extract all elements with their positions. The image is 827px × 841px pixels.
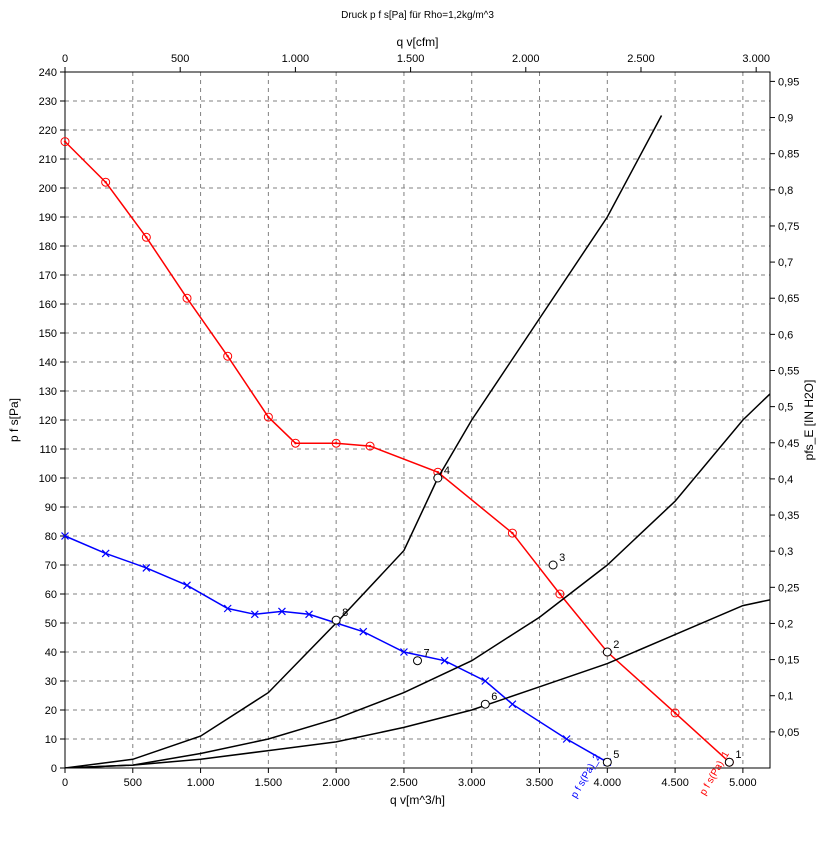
y-left-tick: 150 [39, 328, 57, 340]
y-left-tick: 120 [39, 415, 57, 427]
y-right-tick: 0,15 [778, 655, 799, 667]
x-top-tick: 3.000 [742, 53, 770, 65]
x-bottom-tick: 500 [124, 777, 142, 789]
x-bottom-tick: 5.000 [729, 777, 757, 789]
marker-dot [267, 416, 269, 418]
y-left-tick: 80 [45, 531, 57, 543]
y-left-tick: 230 [39, 96, 57, 108]
y-right-tick: 0,65 [778, 293, 799, 305]
marker-dot [335, 442, 337, 444]
marker-dot [104, 181, 106, 183]
y-left-tick: 160 [39, 299, 57, 311]
marker-dot [64, 140, 66, 142]
x-bottom-tick: 3.000 [458, 777, 486, 789]
x-bottom-tick: 1.000 [187, 777, 215, 789]
marker-dot [511, 532, 513, 534]
marker-dot [186, 297, 188, 299]
y-right-tick: 0,75 [778, 221, 799, 233]
y-left-tick: 70 [45, 560, 57, 572]
x-bottom-tick: 4.500 [661, 777, 689, 789]
y-left-tick: 200 [39, 183, 57, 195]
y-left-tick: 210 [39, 154, 57, 166]
y-left-tick: 130 [39, 386, 57, 398]
y-right-tick: 0,35 [778, 510, 799, 522]
y-right-tick: 0,95 [778, 76, 799, 88]
marker-dot [369, 445, 371, 447]
y-right-tick: 0,8 [778, 185, 793, 197]
x-top-tick: 2.000 [512, 53, 540, 65]
y-left-tick: 50 [45, 618, 57, 630]
y-left-tick: 190 [39, 212, 57, 224]
annotation-marker [332, 616, 340, 624]
x-bottom-tick: 4.000 [594, 777, 622, 789]
x-top-tick: 500 [171, 53, 189, 65]
chart-svg: Druck p f s[Pa] für Rho=1,2kg/m^305001.0… [0, 0, 827, 841]
x-top-tick: 1.500 [397, 53, 425, 65]
x-bottom-tick: 2.000 [322, 777, 350, 789]
annotation-label: 1 [735, 749, 741, 761]
annotation-marker [434, 474, 442, 482]
x-bottom-tick: 3.500 [526, 777, 554, 789]
y-right-tick: 0,5 [778, 402, 793, 414]
y-right-tick: 0,2 [778, 618, 793, 630]
y-left-tick: 100 [39, 473, 57, 485]
y-left-tick: 10 [45, 734, 57, 746]
annotation-marker [549, 561, 557, 569]
y-left-tick: 140 [39, 357, 57, 369]
x-bottom-label: q v[m^3/h] [390, 793, 445, 807]
annotation-marker [481, 700, 489, 708]
x-top-tick: 1.000 [282, 53, 310, 65]
marker-dot [226, 355, 228, 357]
y-left-tick: 30 [45, 676, 57, 688]
y-left-tick: 180 [39, 241, 57, 253]
annotation-label: 4 [444, 465, 450, 477]
y-right-tick: 0,9 [778, 113, 793, 125]
y-right-tick: 0,7 [778, 257, 793, 269]
annotation-marker [603, 648, 611, 656]
y-right-tick: 0,25 [778, 582, 799, 594]
fan-curve-chart: Druck p f s[Pa] für Rho=1,2kg/m^305001.0… [0, 0, 827, 841]
y-right-tick: 0,45 [778, 438, 799, 450]
annotation-label: 5 [613, 749, 619, 761]
x-top-tick: 2.500 [627, 53, 655, 65]
y-left-tick: 220 [39, 125, 57, 137]
y-left-tick: 60 [45, 589, 57, 601]
annotation-label: 3 [559, 552, 565, 564]
y-left-tick: 40 [45, 647, 57, 659]
x-bottom-tick: 0 [62, 777, 68, 789]
y-left-tick: 240 [39, 67, 57, 79]
annotation-marker [725, 758, 733, 766]
chart-title: Druck p f s[Pa] für Rho=1,2kg/m^3 [341, 10, 494, 21]
y-right-tick: 0,05 [778, 727, 799, 739]
marker-dot [674, 712, 676, 714]
y-left-tick: 90 [45, 502, 57, 514]
x-top-label: q v[cfm] [396, 35, 438, 49]
y-left-label: p f s[Pa] [7, 398, 21, 442]
y-right-tick: 0,4 [778, 474, 793, 486]
y-left-tick: 110 [39, 444, 57, 456]
y-right-tick: 0,3 [778, 546, 793, 558]
annotation-label: 2 [613, 639, 619, 651]
marker-dot [437, 471, 439, 473]
annotation-marker [603, 758, 611, 766]
y-right-tick: 0,1 [778, 691, 793, 703]
y-right-tick: 0,85 [778, 149, 799, 161]
y-right-label: pfs_E [IN H2O] [802, 380, 816, 461]
annotation-label: 6 [491, 691, 497, 703]
y-left-tick: 20 [45, 705, 57, 717]
marker-dot [559, 593, 561, 595]
y-right-tick: 0,6 [778, 329, 793, 341]
annotation-label: 8 [342, 607, 348, 619]
x-top-tick: 0 [62, 53, 68, 65]
annotation-marker [414, 657, 422, 665]
annotation-label: 7 [424, 648, 430, 660]
x-bottom-tick: 1.500 [255, 777, 283, 789]
y-right-tick: 0,55 [778, 365, 799, 377]
y-left-tick: 170 [39, 270, 57, 282]
marker-dot [294, 442, 296, 444]
y-left-tick: 0 [51, 763, 57, 775]
x-bottom-tick: 2.500 [390, 777, 418, 789]
marker-dot [145, 236, 147, 238]
